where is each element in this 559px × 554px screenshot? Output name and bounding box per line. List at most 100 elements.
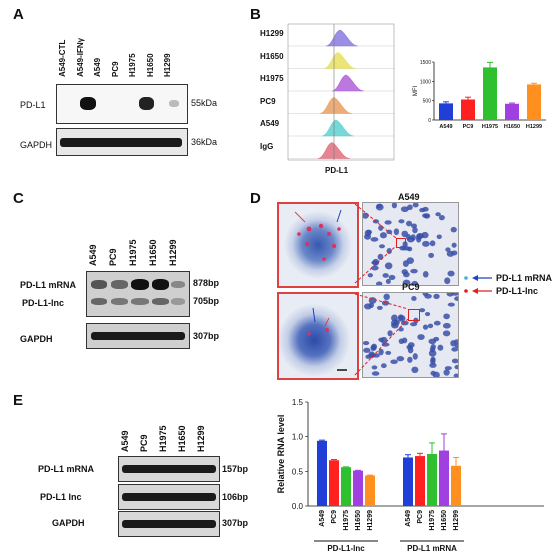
panel-e-row-lnc: PD-L1 lnc <box>40 492 82 502</box>
d-field-p-cell-76 <box>385 350 392 355</box>
d-field-a-cell-25 <box>371 265 379 271</box>
panel-e-lane-2: H1975 <box>158 425 168 452</box>
d-field-p-cell-56 <box>451 358 458 364</box>
panel-c-letter: C <box>13 190 24 207</box>
d-field-a-cell-54 <box>438 215 445 221</box>
panel-e-bar-0-H1975 <box>341 467 351 506</box>
panel-e-bar-1-H1650 <box>439 450 449 506</box>
panel-b-xtick-H1299: H1299 <box>526 124 542 130</box>
d-field-p-cell-15 <box>411 366 419 374</box>
d-field-a-cell-43 <box>406 257 414 265</box>
panel-d-legend-mrna: PD-L1 mRNA <box>496 273 553 283</box>
d-field-p-cell-74 <box>406 344 413 350</box>
d-field-p-cell-77 <box>450 340 457 347</box>
d-field-a-cell-33 <box>419 207 426 213</box>
panel-b-bar-H1299 <box>527 84 541 120</box>
d-field-a-cell-23 <box>416 235 422 243</box>
panel-d-letter: D <box>250 190 261 207</box>
panel-e-relative-rna-chart: 0.0 0.5 1.0 1.5 Relative RNA level A549 PC9 H19… <box>276 398 544 553</box>
panel-a-row-label-gapdh: GAPDH <box>20 140 53 150</box>
panel-b-hist-peak-1 <box>323 52 357 69</box>
panel-b-hist-peak-4 <box>321 119 355 137</box>
panel-e-ylabel: Relative RNA level <box>276 415 286 494</box>
d-field-a-cell-19 <box>447 270 455 277</box>
panel-d-zoom-a549 <box>277 202 359 288</box>
d-field-a-cell-29 <box>410 268 418 274</box>
panel-e-xtick-0-H1975: H1975 <box>343 510 350 531</box>
d-field-p-cell-17 <box>442 330 451 337</box>
panel-b-bar-PC9 <box>461 99 475 120</box>
d-field-p-cell-1 <box>371 365 378 370</box>
d-field-p-cell-36 <box>398 327 404 332</box>
d-field-p-cell-40 <box>451 347 458 352</box>
panel-e-xtick-1-PC9: PC9 <box>417 510 424 524</box>
panel-b-ylabel: MFI <box>413 86 419 97</box>
panel-c-row-lnc: PD-L1-lnc <box>22 298 65 308</box>
d-field-a-cell-68 <box>386 247 392 255</box>
panel-e-xtick-1-A549: A549 <box>405 510 412 527</box>
panel-e-xtick-0-A549: A549 <box>319 510 326 527</box>
panel-b-hist-label-4: A549 <box>260 119 280 128</box>
d-field-a-cell-9 <box>412 226 418 234</box>
panel-b-bar-H1650 <box>505 103 519 120</box>
d-field-p-cell-7 <box>396 356 405 362</box>
d-field-p-cell-78 <box>391 319 398 327</box>
panel-e-bar-0-A549 <box>317 440 327 506</box>
d-field-a-cell-46 <box>421 231 429 239</box>
panel-e-gel-lnc <box>118 484 220 510</box>
panel-a-size-36: 36kDa <box>191 137 218 147</box>
d-field-a-cell-63 <box>444 277 451 285</box>
panel-c-row-gapdh: GAPDH <box>20 334 53 344</box>
d-field-a-cell-47 <box>406 236 415 243</box>
d-field-p-cell-37 <box>410 322 418 327</box>
d-field-p-cell-47 <box>427 323 434 329</box>
d-field-p-cell-49 <box>363 347 371 353</box>
panel-e-group-label-0: PD-L1-lnc <box>327 544 365 553</box>
panel-e-lane-4: H1299 <box>196 425 206 452</box>
d-field-p-cell-53 <box>363 340 370 346</box>
panel-e-xtick-0-H1299: H1299 <box>367 510 374 531</box>
panel-d-zoom-pc9 <box>277 292 359 380</box>
panel-e-bar-1-PC9 <box>415 456 425 506</box>
d-field-p-cell-52 <box>443 313 450 320</box>
d-field-a-cell-37 <box>367 273 373 278</box>
d-field-a-cell-42 <box>402 279 411 285</box>
panel-e-letter: E <box>13 392 24 409</box>
d-field-p-cell-30 <box>433 336 440 342</box>
d-field-p-cell-64 <box>368 351 375 359</box>
d-field-p-cell-58 <box>433 320 441 326</box>
d-field-a-cell-53 <box>388 274 396 281</box>
panel-b-hist-label-2: H1975 <box>260 74 284 83</box>
panel-e-size-157: 157bp <box>222 464 249 474</box>
panel-e-xtick-0-PC9: PC9 <box>331 510 338 524</box>
panel-c-gel-gapdh <box>86 323 190 349</box>
d-field-a-cell-41 <box>422 240 430 247</box>
panel-b-hist-label-1: H1650 <box>260 51 284 61</box>
d-field-a-cell-27 <box>422 271 429 278</box>
panel-e-ytick-label-3: 1.5 <box>292 398 304 407</box>
panel-b-ytick-label-3: 1500 <box>420 60 431 66</box>
d-field-a-cell-39 <box>401 230 409 238</box>
panel-c-gel-top <box>86 271 190 317</box>
panel-b-xtick-PC9: PC9 <box>463 124 474 130</box>
d-field-a-cell-11 <box>382 273 389 278</box>
d-field-p-cell-34 <box>387 330 393 337</box>
d-field-p-cell-48 <box>412 353 418 360</box>
panel-e-lane-0: A549 <box>120 430 130 452</box>
d-field-a-cell-57 <box>391 203 397 209</box>
d-field-a-cell-65 <box>372 258 380 266</box>
d-field-a-cell-8 <box>376 281 383 285</box>
d-field-a-cell-44 <box>411 280 419 285</box>
d-field-p-cell-71 <box>370 344 377 352</box>
panel-e-gel-mrna <box>118 456 220 482</box>
panel-e-ytick-label-2: 1.0 <box>292 433 304 442</box>
d-field-a-cell-62 <box>429 240 436 247</box>
d-field-p-cell-24 <box>422 324 429 330</box>
d-field-p-cell-28 <box>424 311 431 317</box>
panel-e-size-106: 106bp <box>222 492 249 502</box>
d-field-a-cell-51 <box>451 242 457 248</box>
d-field-a-cell-64 <box>436 234 442 240</box>
panel-b-ytick-label-2: 1000 <box>420 79 431 85</box>
d-field-a-cell-18 <box>384 262 393 270</box>
d-field-a-cell-48 <box>364 229 372 237</box>
